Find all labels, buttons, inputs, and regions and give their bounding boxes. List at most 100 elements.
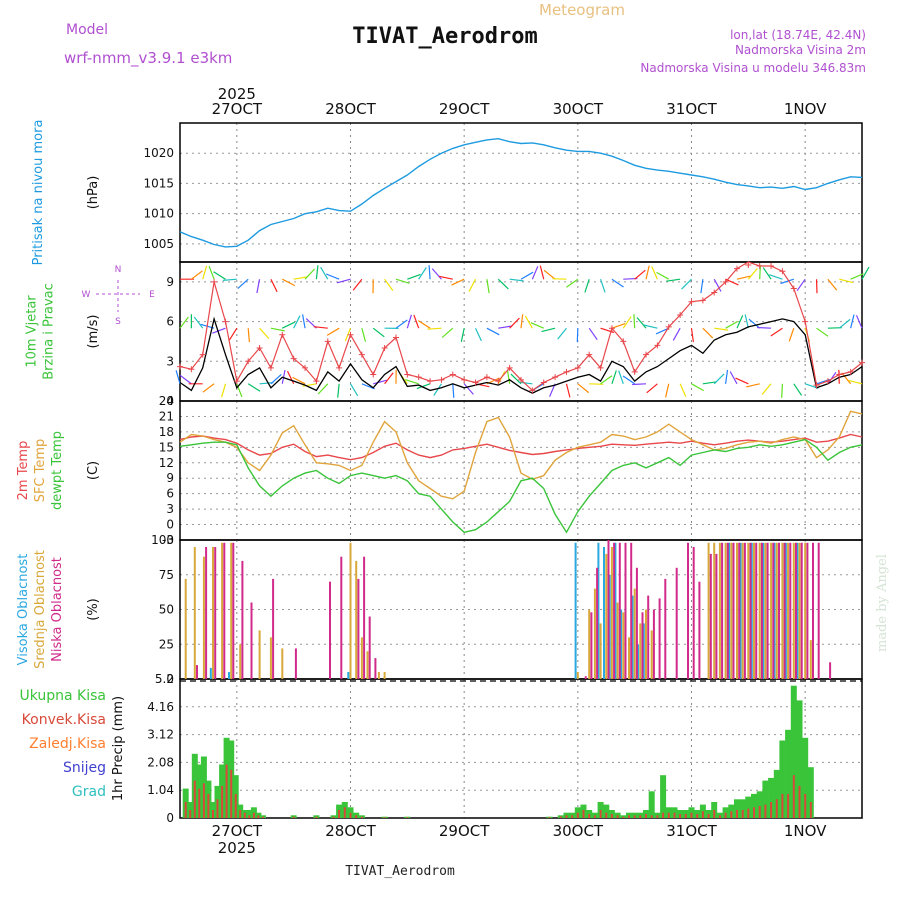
wind-arrow (827, 278, 838, 291)
wind-arrow (416, 383, 431, 390)
gust-marker (563, 368, 570, 375)
wind-arrow (576, 328, 579, 343)
precip-bar-ukupna (620, 815, 627, 818)
compass-letter: N (115, 265, 122, 275)
precip-bar-ukupna (722, 807, 729, 818)
lonlat-label: lon,lat (18.74E, 42.4N) (730, 28, 866, 42)
precip-bar-ukupna (313, 815, 320, 818)
wind-arrow (213, 271, 226, 280)
wind-arrow (202, 265, 208, 280)
cloud-bar-niska (749, 542, 752, 679)
gust-marker (631, 368, 638, 375)
wind-arrow (520, 271, 534, 280)
gust-marker (506, 364, 513, 371)
cloud-bar-niska (755, 542, 758, 679)
cloud-bar-niska (368, 616, 371, 679)
legend-entry: Grad (72, 784, 106, 800)
wind-arrow (497, 278, 509, 290)
gust-marker (847, 368, 854, 375)
cloud-bar-srednja (804, 542, 807, 679)
cloud-bar-srednja (610, 547, 613, 679)
cloud-bar-niska (698, 581, 701, 679)
gust-marker (177, 363, 183, 370)
wind-arrow (202, 383, 215, 393)
cloud-bar-niska (241, 560, 244, 679)
precip-bar-konvek (747, 808, 750, 818)
time-label-top: 28OCT (325, 100, 376, 118)
cloud-bar-niska (590, 612, 593, 679)
gust-marker (813, 382, 820, 389)
wind-arrow (520, 314, 524, 329)
cloud-bar-niska (618, 542, 621, 679)
cloud-bar-niska (687, 542, 689, 679)
wind-arrow (691, 383, 704, 392)
wind-arrow (736, 275, 751, 280)
wind-arrow (541, 327, 556, 333)
precip-bar-konvek (230, 769, 233, 818)
wind-arrow (451, 278, 465, 286)
year-label-top: 2025 (218, 85, 256, 103)
cloud-bar-srednja (212, 547, 214, 679)
wind-arrow (304, 268, 316, 280)
wind-arrow (405, 379, 419, 385)
precip-bar-konvek (565, 815, 568, 818)
panel-1: 1005 1010 1015 1020 (hPa) Pritisak na nivou m… (31, 120, 863, 265)
gust-marker (529, 387, 536, 394)
precip-bar-konvek (707, 814, 710, 818)
wind-arrow (702, 327, 714, 339)
wind-arrow (406, 314, 412, 329)
cloud-bar-srednja (775, 542, 778, 679)
wind-arrow (665, 383, 670, 398)
y-tick-label: 100 (151, 533, 174, 547)
precip-bar-ukupna (756, 791, 763, 818)
precip-bar-konvek (753, 807, 755, 818)
wind-arrow (656, 271, 670, 280)
wind-arrow (506, 369, 511, 384)
y-tick-label: 5.2 (155, 672, 174, 686)
unit-label: (C) (86, 461, 101, 480)
wind-arrow (282, 278, 296, 287)
wind-arrow (850, 273, 864, 280)
wind-arrow (557, 327, 567, 340)
wind-arrow (395, 278, 410, 284)
cloud-bar-niska (829, 662, 832, 679)
precip-bar-konvek (234, 793, 237, 818)
cloud-bar-niska (196, 665, 198, 679)
cloud-bar-niska (812, 542, 814, 679)
gust-marker (222, 318, 229, 325)
precip-bar-konvek (628, 815, 630, 818)
cloud-bar-niska (732, 542, 735, 679)
precip-bar-konvek (741, 810, 744, 818)
header: Meteogram TIVAT_Aerodrom Model wrf-nmm_v… (64, 1, 890, 879)
precip-bar-ukupna (358, 815, 365, 818)
gust-marker (859, 359, 865, 366)
gust-marker (233, 378, 240, 385)
gust-marker (722, 278, 729, 285)
wind-arrow (302, 314, 306, 329)
wind-arrow (281, 369, 286, 384)
wind-arrow (588, 327, 598, 341)
model-label: Model (66, 22, 108, 38)
cloud-bar-niska (772, 542, 775, 679)
cloud-bar-srednja (230, 542, 233, 679)
gust-marker (472, 379, 479, 386)
wind-arrow (611, 370, 617, 384)
precip-bar-konvek (696, 814, 699, 818)
wind-arrow (524, 315, 533, 329)
cloud-bar-niska (607, 540, 610, 679)
gust-marker (256, 345, 263, 352)
wind-arrow (850, 314, 855, 329)
cloud-bar-niska (675, 567, 678, 679)
wind-arrow (747, 268, 758, 280)
precip-bar-konvek (257, 815, 260, 818)
panel-5: 0 1.04 2.08 3.12 4.16 5.2 1hr Precip (mm) (111, 672, 863, 825)
cloud-bar-srednja (730, 542, 733, 679)
cloud-bar-srednja (707, 542, 710, 679)
cloud-bar-visoka (603, 547, 605, 679)
cloud-bar-visoka (750, 542, 753, 679)
time-label-bottom: 28OCT (325, 822, 376, 840)
cloud-bar-srednja (736, 542, 738, 679)
cloud-bar-niska (357, 578, 360, 679)
cloud-bar-srednja (258, 630, 261, 679)
cloud-bar-srednja (713, 542, 716, 679)
